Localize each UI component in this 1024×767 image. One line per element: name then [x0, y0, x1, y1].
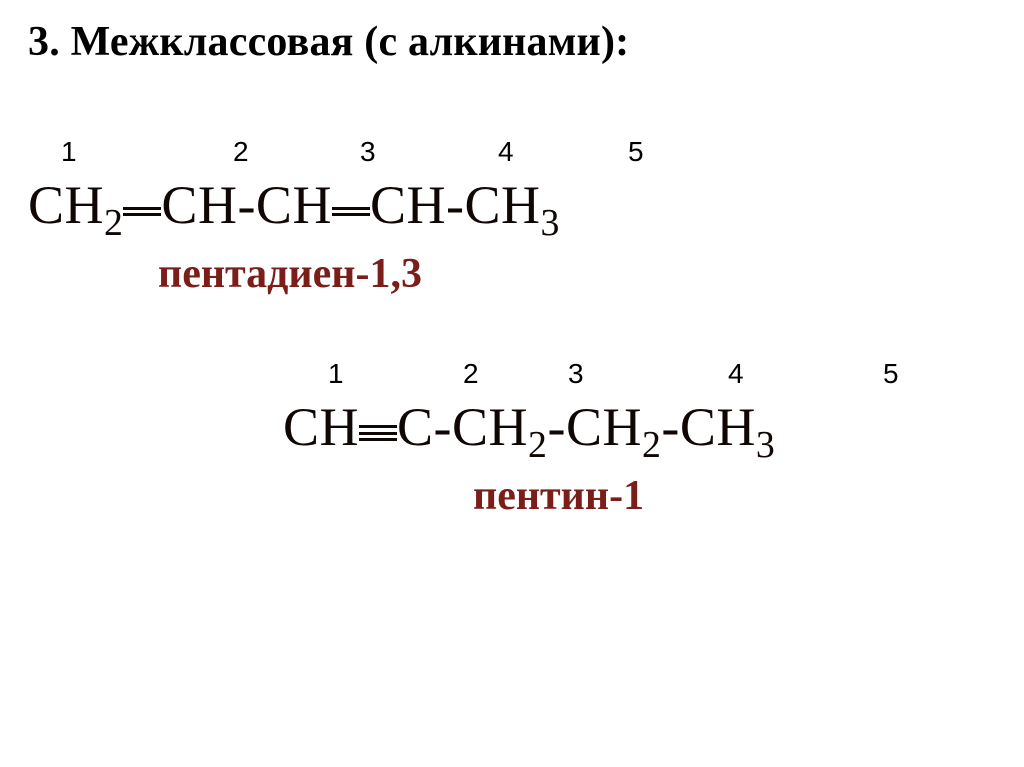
carbon-number: 1	[328, 358, 344, 390]
carbon-number: 4	[728, 358, 744, 390]
carbon-number: 2	[463, 358, 479, 390]
carbon-group: CH	[566, 397, 642, 457]
carbon-group: CH	[452, 397, 528, 457]
carbon-group: CH	[161, 175, 237, 235]
molecule-pentyne: 12345CHC-CH2-CH2-CH3пентин-1	[28, 358, 996, 520]
single-bond: -	[237, 175, 255, 235]
triple-bond	[359, 420, 397, 446]
page: 3. Межклассовая (с алкинами): 12345CH2CH…	[0, 0, 1024, 598]
carbon-number: 1	[61, 136, 77, 168]
carbon-group: C	[397, 397, 434, 457]
carbon-group: CH	[283, 397, 359, 457]
subscript: 2	[642, 424, 661, 466]
subscript: 2	[104, 202, 123, 244]
single-bond: -	[434, 397, 452, 457]
compound-name-part: 1,3	[369, 251, 422, 297]
carbon-group: CH	[680, 397, 756, 457]
compound-name-part: 1	[623, 473, 644, 519]
compound-name: пентин-1	[473, 472, 996, 520]
structural-formula: CH2CH-CHCH-CH3	[28, 178, 996, 232]
carbon-group: CH	[28, 175, 104, 235]
carbon-group: CH	[464, 175, 540, 235]
carbon-number: 5	[883, 358, 899, 390]
carbon-group: CH	[370, 175, 446, 235]
compound-name: пентадиен-1,3	[158, 250, 996, 298]
subscript: 3	[540, 202, 559, 244]
carbon-numbers-row: 1 2 3 4 5	[28, 136, 996, 172]
structural-formula: CHC-CH2-CH2-CH3	[283, 400, 996, 454]
compound-name-part: пентин-	[473, 473, 623, 519]
carbon-numbers-row: 1 2 3 4 5	[28, 358, 996, 394]
carbon-number: 3	[360, 136, 376, 168]
compound-name-part: пентадиен-	[158, 251, 369, 297]
double-bond	[123, 198, 161, 224]
single-bond: -	[446, 175, 464, 235]
molecule-pentadiene: 12345CH2CH-CHCH-CH3пентадиен-1,3	[28, 136, 996, 298]
carbon-number: 4	[498, 136, 514, 168]
carbon-group: CH	[256, 175, 332, 235]
compound-name-text: пентадиен-1,3	[158, 251, 422, 297]
single-bond: -	[547, 397, 565, 457]
carbon-number: 2	[233, 136, 249, 168]
subscript: 2	[528, 424, 547, 466]
carbon-number: 3	[568, 358, 584, 390]
subscript: 3	[756, 424, 775, 466]
double-bond	[332, 198, 370, 224]
section-heading: 3. Межклассовая (с алкинами):	[28, 18, 996, 66]
single-bond: -	[661, 397, 679, 457]
carbon-number: 5	[628, 136, 644, 168]
compound-name-text: пентин-1	[473, 473, 644, 519]
